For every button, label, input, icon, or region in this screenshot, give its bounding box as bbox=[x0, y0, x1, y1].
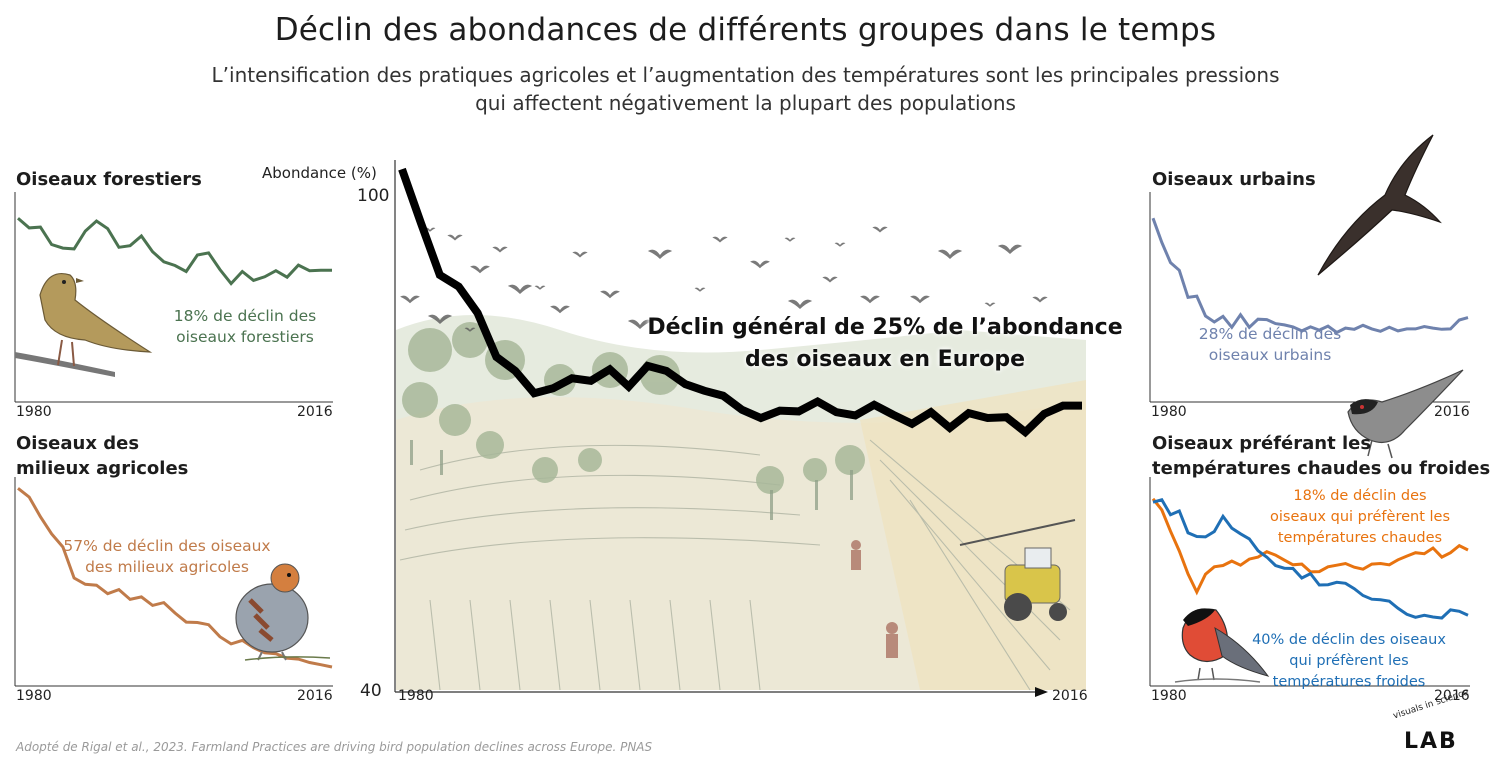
farm-x-start-label: 1980 bbox=[16, 688, 52, 704]
forest-panel-title: Oiseaux forestiers bbox=[16, 169, 202, 190]
bird-silhouette-icon bbox=[937, 249, 963, 260]
main-annotation-line-2: des oiseaux en Europe bbox=[744, 347, 1026, 372]
bird-silhouette-icon bbox=[507, 284, 533, 295]
bird-silhouette-icon bbox=[984, 302, 996, 307]
subtitle-line-1: L’intensification des pratiques agricole… bbox=[211, 63, 1280, 87]
main-x-end-label: 2016 bbox=[1052, 688, 1088, 704]
farm-panel-title-line-2: milieux agricoles bbox=[16, 458, 189, 479]
farm-annotation: 57% de déclin des oiseaux des milieux ag… bbox=[42, 536, 292, 578]
temperature-x-end-label: 2016 bbox=[1434, 688, 1470, 704]
landscape-illustration bbox=[396, 180, 1086, 691]
urban-annotation: 28% de déclin des oiseaux urbains bbox=[1175, 324, 1365, 366]
warbler-bird-icon bbox=[1347, 369, 1464, 459]
urban-x-start-label: 1980 bbox=[1151, 404, 1187, 420]
farm-panel-title-line-1: Oiseaux des bbox=[16, 433, 140, 454]
bird-silhouette-icon bbox=[600, 290, 620, 299]
partridge-bird-icon bbox=[235, 563, 331, 661]
cold-annotation-line-3: températures froides bbox=[1272, 674, 1426, 690]
bird-silhouette-icon bbox=[750, 260, 770, 269]
logo-wordmark: LAB bbox=[1404, 729, 1458, 754]
main-axes bbox=[394, 160, 1048, 697]
temperature-panel-title-line-1: Oiseaux préférant les bbox=[1152, 433, 1372, 454]
farmland-birds-line bbox=[17, 487, 333, 669]
main-x-start-label: 1980 bbox=[398, 688, 434, 704]
urban-annotation-line-1: 28% de déclin des bbox=[1198, 325, 1342, 343]
forest-annotation-line-1: 18% de déclin des bbox=[173, 307, 317, 325]
farm-annotation-line-2: des milieux agricoles bbox=[85, 558, 249, 576]
bird-silhouette-icon bbox=[534, 285, 546, 290]
bird-silhouette-icon bbox=[712, 236, 728, 243]
urban-annotation-line-2: oiseaux urbains bbox=[1208, 346, 1332, 364]
bird-silhouette-icon bbox=[492, 246, 508, 253]
bird-silhouette-icon bbox=[464, 327, 476, 332]
forest-x-start-label: 1980 bbox=[16, 404, 52, 420]
main-y-tick-bottom: 40 bbox=[360, 681, 382, 701]
bird-silhouette-icon bbox=[400, 295, 420, 304]
farm-x-end-label: 2016 bbox=[297, 688, 333, 704]
cold-annotation: 40% de déclin des oiseaux qui préfèrent … bbox=[1244, 630, 1454, 693]
temperature-x-start-label: 1980 bbox=[1151, 688, 1187, 704]
bird-silhouette-icon bbox=[694, 287, 706, 292]
main-annotation-line-1: Déclin général de 25% de l’abondance bbox=[647, 315, 1123, 340]
pipit-bird-icon bbox=[15, 273, 153, 377]
warm-annotation: 18% de déclin des oiseaux qui préfèrent … bbox=[1255, 486, 1465, 549]
main-annotation: Déclin général de 25% de l’abondance des… bbox=[640, 312, 1130, 376]
forest-birds-line bbox=[17, 217, 332, 286]
page-title: Déclin des abondances de différents grou… bbox=[274, 12, 1217, 48]
main-y-axis-label: Abondance (%) bbox=[262, 164, 377, 182]
warm-annotation-line-3: températures chaudes bbox=[1277, 530, 1443, 546]
flying-birds-icon bbox=[400, 226, 1048, 332]
urban-x-end-label: 2016 bbox=[1434, 404, 1470, 420]
forest-x-end-label: 2016 bbox=[297, 404, 333, 420]
bullfinch-bird-icon bbox=[1174, 608, 1270, 683]
bird-silhouette-icon bbox=[572, 251, 588, 258]
cold-annotation-line-1: 40% de déclin des oiseaux bbox=[1252, 632, 1446, 648]
source-citation: Adopté de Rigal et al., 2023. Farmland P… bbox=[16, 740, 653, 754]
bird-silhouette-icon bbox=[470, 265, 490, 274]
bird-silhouette-icon bbox=[872, 226, 888, 233]
bird-silhouette-icon bbox=[550, 305, 570, 314]
temperature-panel-title-line-2: températures chaudes ou froides bbox=[1152, 458, 1491, 479]
forest-annotation-line-2: oiseaux forestiers bbox=[176, 328, 314, 346]
swift-bird-icon bbox=[1317, 134, 1442, 276]
bird-silhouette-icon bbox=[787, 299, 813, 310]
bird-silhouette-icon bbox=[424, 227, 436, 232]
forest-annotation: 18% de déclin des oiseaux forestiers bbox=[150, 306, 340, 348]
urban-birds-line bbox=[1151, 217, 1469, 335]
cold-annotation-line-2: qui préfèrent les bbox=[1289, 653, 1409, 669]
bird-silhouette-icon bbox=[822, 276, 838, 283]
warm-annotation-line-1: 18% de déclin des bbox=[1293, 488, 1427, 504]
subtitle-line-2: qui affectent négativement la plupart de… bbox=[475, 91, 1016, 115]
farm-annotation-line-1: 57% de déclin des oiseaux bbox=[63, 537, 271, 555]
bird-silhouette-icon bbox=[860, 295, 880, 304]
main-y-tick-top: 100 bbox=[357, 186, 390, 206]
bird-silhouette-icon bbox=[910, 295, 930, 304]
warm-preferring-birds-line bbox=[1151, 497, 1469, 596]
farmer-icon bbox=[851, 540, 898, 658]
cold-preferring-birds-line bbox=[1152, 498, 1469, 620]
bird-silhouette-icon bbox=[447, 234, 463, 241]
tractor-icon bbox=[959, 519, 1076, 621]
bird-silhouette-icon bbox=[834, 242, 846, 247]
warm-annotation-line-2: oiseaux qui préfèrent les bbox=[1269, 509, 1451, 525]
bird-silhouette-icon bbox=[1032, 296, 1048, 303]
bird-silhouette-icon bbox=[997, 244, 1023, 255]
bird-silhouette-icon bbox=[427, 314, 453, 325]
urban-panel-title: Oiseaux urbains bbox=[1152, 169, 1316, 190]
bird-silhouette-icon bbox=[647, 249, 673, 260]
bird-silhouette-icon bbox=[784, 237, 796, 242]
bird-silhouette-icon bbox=[627, 319, 653, 330]
main-abundance-line bbox=[398, 167, 1082, 438]
